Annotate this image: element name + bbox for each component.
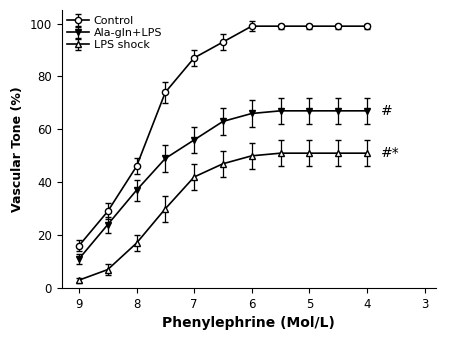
X-axis label: Phenylephrine (Mol/L): Phenylephrine (Mol/L) <box>163 316 335 330</box>
Y-axis label: Vascular Tone (%): Vascular Tone (%) <box>11 86 24 212</box>
Text: #*: #* <box>382 146 400 160</box>
Text: #: # <box>382 104 393 118</box>
Legend: Control, Ala-gln+LPS, LPS shock: Control, Ala-gln+LPS, LPS shock <box>65 14 164 52</box>
